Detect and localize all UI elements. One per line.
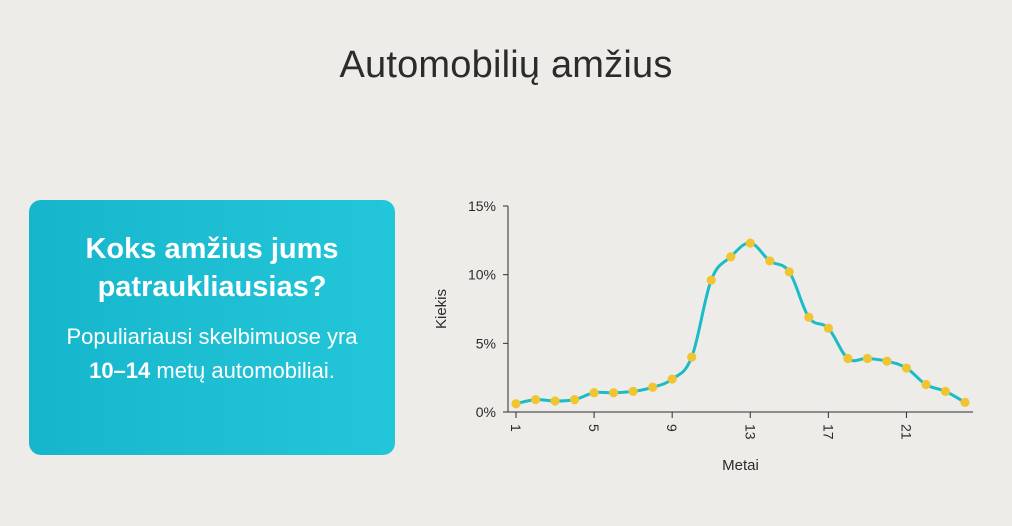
data-point <box>804 312 814 322</box>
x-axis-title: Metai <box>722 457 759 474</box>
y-tick-label: 0% <box>476 404 496 420</box>
data-point <box>687 352 697 362</box>
chart-series <box>511 238 970 409</box>
y-tick-label: 5% <box>476 335 496 351</box>
data-point <box>765 256 775 266</box>
data-point <box>745 238 755 248</box>
data-point <box>511 399 521 409</box>
data-point <box>882 356 892 366</box>
info-body-highlight: 10–14 <box>89 358 151 383</box>
y-axis-title: Kiekis <box>433 289 450 329</box>
data-point <box>843 353 853 364</box>
chart-axes <box>503 205 973 418</box>
page-title: Automobilių amžius <box>339 44 673 86</box>
data-point <box>569 395 580 405</box>
data-point <box>530 395 541 405</box>
data-point <box>726 252 736 262</box>
data-point <box>667 374 677 384</box>
data-point <box>628 386 638 396</box>
data-point <box>589 388 599 398</box>
chart-labels: 0% 5% 10% 15% 1 5 9 13 17 21 Metai Kiekis <box>433 198 914 474</box>
data-point <box>862 353 872 364</box>
x-tick-label: 9 <box>664 424 680 432</box>
data-point <box>648 382 658 392</box>
y-tick-label: 10% <box>468 267 496 283</box>
x-tick-label: 5 <box>586 424 602 432</box>
data-point <box>550 396 560 406</box>
data-point <box>706 275 716 285</box>
x-tick-label: 17 <box>820 424 836 440</box>
x-tick-label: 21 <box>898 424 914 440</box>
y-tick-label: 15% <box>468 198 496 214</box>
data-point <box>901 363 912 373</box>
series-line <box>515 241 966 406</box>
data-point <box>609 388 619 398</box>
x-tick-label: 13 <box>742 424 758 440</box>
info-body-prefix: Populiariausi skelbimuose yra <box>66 324 358 349</box>
info-card: Koks amžius jums patraukliausias? Populi… <box>29 200 395 455</box>
x-tick-label: 1 <box>508 424 524 432</box>
data-point <box>921 379 931 390</box>
info-body: Populiariausi skelbimuose yra 10–14 metų… <box>52 320 372 388</box>
data-point <box>784 267 794 277</box>
data-point <box>940 386 951 396</box>
data-point <box>960 397 970 407</box>
data-point <box>823 323 833 333</box>
info-body-suffix: metų automobiliai. <box>150 358 335 383</box>
info-heading: Koks amžius jums patraukliausias? <box>85 233 339 303</box>
age-line-chart: 0% 5% 10% 15% 1 5 9 13 17 21 Metai Kiekis <box>433 198 973 474</box>
